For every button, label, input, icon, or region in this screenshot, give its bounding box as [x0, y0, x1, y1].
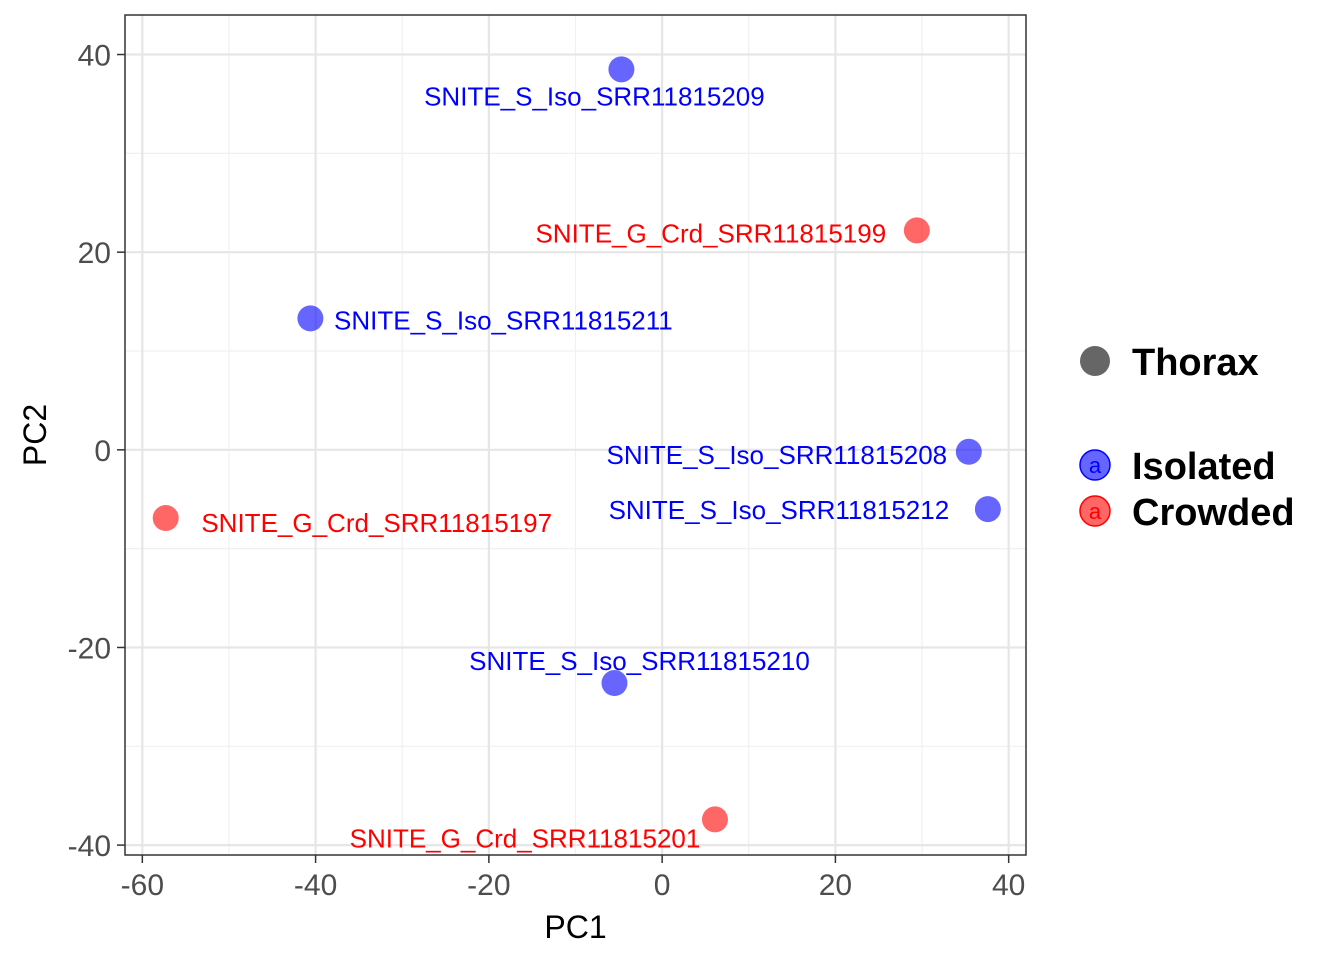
point-label: SNITE_G_Crd_SRR11815199	[535, 218, 886, 248]
x-tick-label: -60	[121, 869, 164, 902]
x-axis-ticks: -60 -40 -20 0 20 40	[121, 855, 1025, 902]
data-point	[297, 305, 324, 332]
data-point	[152, 505, 179, 532]
data-point	[701, 806, 728, 833]
data-point	[903, 217, 930, 244]
x-tick-label: -40	[294, 869, 337, 902]
y-tick-label: -20	[68, 632, 111, 665]
point-label: SNITE_S_Iso_SRR11815211	[334, 305, 673, 335]
legend-key-color	[1079, 495, 1111, 527]
legend-key-letter: a	[1089, 499, 1102, 524]
plot-panel-border	[124, 14, 1027, 856]
y-axis-title: PC2	[17, 404, 53, 466]
data-point	[955, 438, 982, 465]
y-tick-label: 40	[78, 40, 111, 73]
data-points	[152, 56, 1001, 833]
x-axis-title: PC1	[544, 909, 606, 945]
legend-label-shape: Thorax	[1132, 342, 1259, 384]
legend-key-color	[1079, 449, 1111, 481]
legend-label-color: Isolated	[1132, 446, 1276, 488]
legend: Thorax a Isolated a Crowded	[1079, 342, 1295, 534]
x-tick-label: -20	[467, 869, 510, 902]
x-tick-label: 40	[992, 869, 1025, 902]
x-tick-label: 20	[819, 869, 852, 902]
point-label: SNITE_G_Crd_SRR11815201	[350, 823, 701, 853]
major-gridlines	[125, 15, 1026, 855]
legend-key-shape	[1080, 346, 1110, 376]
point-label: SNITE_S_Iso_SRR11815212	[609, 495, 950, 525]
data-point	[608, 56, 635, 83]
x-tick-label: 0	[654, 869, 671, 902]
point-label: SNITE_S_Iso_SRR11815210	[469, 646, 810, 676]
y-tick-label: -40	[68, 830, 111, 863]
data-point	[601, 670, 628, 697]
legend-key-letter: a	[1089, 453, 1102, 478]
y-axis-ticks: -40 -20 0 20 40	[68, 40, 125, 863]
point-label: SNITE_S_Iso_SRR11815209	[424, 81, 765, 111]
point-labels: SNITE_S_Iso_SRR11815209 SNITE_G_Crd_SRR11…	[201, 81, 949, 853]
y-tick-label: 0	[94, 435, 111, 468]
legend-label-color: Crowded	[1132, 492, 1295, 534]
point-label: SNITE_S_Iso_SRR11815208	[607, 440, 948, 470]
minor-gridlines	[125, 15, 1026, 855]
point-label: SNITE_G_Crd_SRR11815197	[201, 508, 552, 538]
data-point	[974, 496, 1001, 523]
y-tick-label: 20	[78, 237, 111, 270]
